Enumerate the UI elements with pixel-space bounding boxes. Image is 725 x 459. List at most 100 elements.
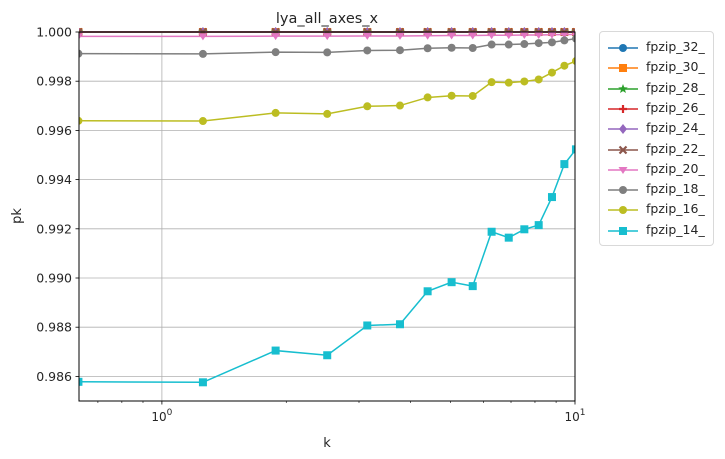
series-fpzip-16 (79, 57, 575, 126)
data-point (520, 40, 529, 49)
legend-marker (619, 64, 627, 73)
legend-marker (618, 145, 628, 154)
data-point (323, 48, 332, 57)
data-point (271, 48, 280, 57)
legend-label: fpzip_30_ (646, 59, 705, 75)
legend-label: fpzip_24_ (646, 120, 705, 136)
y-tick-label: 0.986 (36, 369, 72, 384)
legend-label: fpzip_20_ (646, 160, 705, 176)
data-point (447, 278, 456, 287)
legend-item: fpzip_18_ (600, 180, 713, 200)
data-point (363, 102, 372, 111)
chart-title: lya_all_axes_x (276, 11, 379, 27)
data-point (447, 43, 456, 52)
legend-label: fpzip_14_ (646, 221, 705, 237)
data-point (560, 160, 569, 169)
legend-marker (618, 166, 628, 174)
data-point (571, 57, 575, 65)
legend-label: fpzip_32_ (646, 39, 705, 54)
data-point (487, 40, 496, 49)
legend-marker (619, 186, 627, 195)
data-point (560, 36, 569, 45)
data-point (547, 38, 556, 47)
y-tick-label: 0.988 (36, 320, 72, 335)
data-point (362, 32, 372, 40)
legend-label: fpzip_22_ (646, 140, 705, 156)
legend-marker (619, 206, 627, 215)
legend: fpzip_32_ fpzip_30_ fpzip_28_ fpzip_26_fpzi… (599, 31, 714, 246)
data-point (198, 49, 207, 58)
data-point (468, 282, 477, 291)
legend-swatch (608, 64, 638, 73)
legend-swatch (608, 226, 638, 235)
data-point (363, 321, 372, 330)
series-fpzip-14 (79, 145, 575, 387)
axis-ticks: 100 101 0.986 0.988 0.990 0.992 0.994 0.996 0.99… (36, 25, 585, 425)
legend-marker (619, 44, 627, 52)
legend-swatch (608, 83, 638, 93)
x-axis-label: k (323, 436, 331, 451)
legend-item: fpzip_20_ (600, 160, 713, 180)
data-point (487, 227, 496, 236)
data-point (547, 193, 556, 202)
y-tick-label: 0.994 (36, 172, 72, 187)
data-point (571, 31, 575, 37)
legend-item: fpzip_30_ (600, 58, 713, 78)
legend-label: fpzip_16_ (646, 201, 705, 217)
data-point (534, 75, 543, 84)
y-tick-label: 0.996 (36, 123, 72, 138)
data-point (198, 33, 208, 41)
data-point (198, 117, 207, 126)
data-point (559, 31, 569, 39)
legend-swatch (608, 166, 638, 174)
data-point (547, 68, 556, 77)
data-point (468, 91, 477, 100)
data-point (534, 221, 543, 230)
series-fpzip-18 (79, 34, 575, 58)
data-point (534, 39, 543, 48)
legend-marker (619, 104, 627, 113)
data-point (468, 32, 478, 40)
data-point (395, 101, 404, 110)
data-point (487, 32, 497, 40)
data-point (423, 32, 433, 40)
data-point (79, 116, 83, 125)
data-point (271, 33, 281, 41)
legend-marker (618, 83, 628, 93)
data-point (447, 32, 457, 40)
series-line (79, 33, 575, 38)
data-point (363, 46, 372, 55)
data-point (198, 378, 207, 387)
data-point (520, 225, 529, 234)
legend-item: fpzip_22_ (600, 140, 713, 160)
legend-item: fpzip_32_ (600, 38, 713, 58)
data-point (519, 31, 529, 39)
series-fpzip-20 (79, 31, 575, 41)
data-point (468, 43, 477, 52)
data-point (322, 33, 332, 41)
legend-swatch (608, 44, 638, 52)
data-point (79, 377, 83, 386)
legend-swatch (608, 145, 638, 154)
legend-item: fpzip_16_ (600, 200, 713, 220)
legend-item: fpzip_24_ (600, 119, 713, 139)
legend-label: fpzip_18_ (646, 181, 705, 197)
data-point (395, 46, 404, 55)
x-tick-label: 101 (564, 408, 585, 424)
plot-area-frame (78, 31, 576, 402)
data-point (323, 109, 332, 118)
data-point (504, 78, 513, 87)
legend-label: fpzip_26_ (646, 99, 705, 115)
data-point (560, 61, 569, 70)
data-point (423, 93, 432, 102)
data-point (271, 346, 280, 355)
y-tick-label: 1.000 (36, 25, 72, 40)
series-line (79, 60, 575, 122)
data-point (571, 145, 575, 154)
y-axis-label: pk (10, 208, 25, 224)
legend-item: fpzip_28_ (600, 79, 713, 99)
legend-swatch (608, 104, 638, 113)
legend-swatch (608, 124, 638, 135)
data-point (395, 320, 404, 329)
